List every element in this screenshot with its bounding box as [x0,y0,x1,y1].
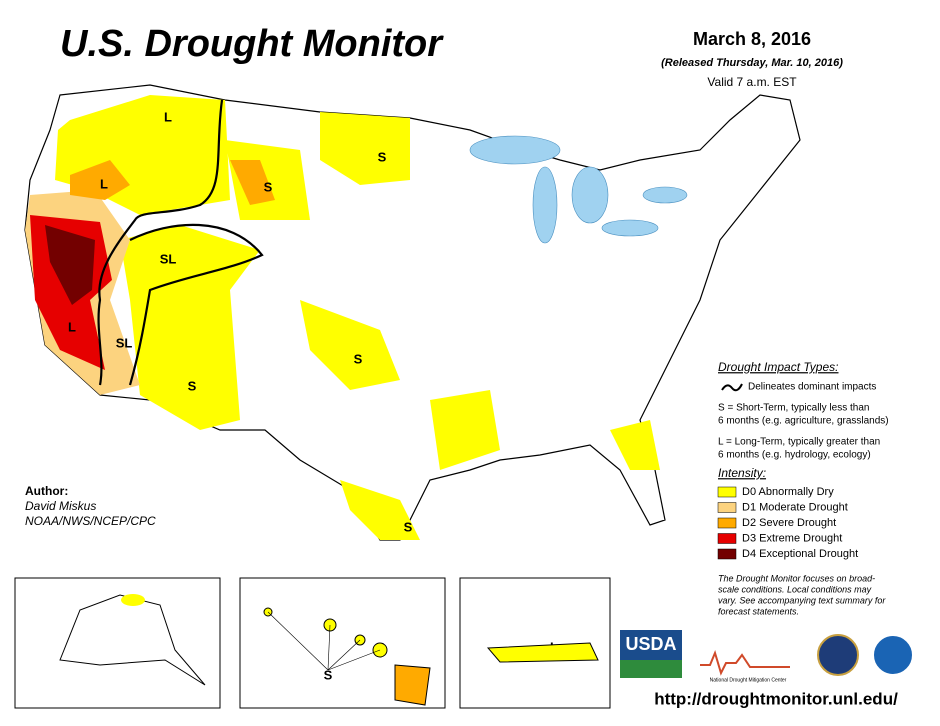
intensity-swatch [717,517,737,529]
intensity-swatch [717,533,737,544]
author-org: NOAA/NWS/NCEP/CPC [25,514,156,528]
date: March 8, 2016 [693,29,811,49]
valid: Valid 7 a.m. EST [707,75,797,89]
d2-wyoming [230,160,275,205]
url: http://droughtmonitor.unl.edu/ [654,689,898,708]
short-term-2: 6 months (e.g. agriculture, grasslands) [718,416,889,427]
map-label: S [404,519,413,534]
map-label: L [68,319,76,334]
lake-erie [601,219,659,237]
intensity-label: D3 Extreme Drought [742,532,842,544]
intensity-label: D1 Moderate Drought [742,501,848,513]
note-line: The Drought Monitor focuses on broad- [718,573,875,583]
long-term-1: L = Long-Term, typically greater than [718,437,880,448]
d0-texas [340,480,420,540]
intensity-swatch [717,502,737,513]
d0-georgia [610,420,660,470]
note-line: vary. See accompanying text summary for [718,595,886,605]
puerto-rico-box [459,577,611,709]
lake-huron [571,166,609,224]
usda-logo-band [620,660,682,678]
noaa-logo [872,634,914,676]
impact-title: Drought Impact Types: [718,360,839,374]
lakes [469,135,688,244]
intensity-legend: Intensity: D0 Abnormally Dry D1 Moderate … [717,466,858,560]
ndmc-logo [700,650,790,676]
impact-legend: Drought Impact Types: Delineates dominan… [718,360,889,460]
map-label: SL [160,251,177,266]
impact-line-icon [721,383,743,392]
lake-ontario [642,186,688,204]
intensity-label: D4 Exceptional Drought [742,548,858,560]
impact-line-text: Delineates dominant impacts [748,382,876,393]
short-term-1: S = Short-Term, typically less than [718,403,869,414]
map-label: L [164,109,172,124]
map-label: S [188,378,197,393]
long-term-2: 6 months (e.g. hydrology, ecology) [718,450,871,461]
map-label: L [100,176,108,191]
map-label: S [264,179,273,194]
released: (Released Thursday, Mar. 10, 2016) [661,57,843,69]
impact-boundary-utah [128,223,264,386]
d0-northdakota [320,112,410,185]
alaska-shape [59,594,206,686]
note: The Drought Monitor focuses on broad- sc… [718,573,886,616]
d0-kansas-oklahoma [300,300,400,390]
logos: USDA National Drought Mitigation Center [620,630,914,683]
lake-superior [469,135,561,165]
conus-map [24,84,801,541]
d0-nevada-arizona [120,225,260,430]
puerto-rico-shape [486,642,599,663]
map-label: S [324,667,333,682]
ndmc-text: National Drought Mitigation Center [710,677,787,683]
hawaii-islands [263,607,431,706]
intensity-label: D0 Abnormally Dry [742,486,834,498]
hawaii-pointers [267,611,381,671]
author-name: David Miskus [25,499,96,513]
map-label: S [378,149,387,164]
author-label: Author: [25,484,68,498]
alaska-d0 [121,594,145,606]
d4-california [45,225,95,305]
d0-louisiana [430,390,500,470]
title: U.S. Drought Monitor [60,23,444,65]
alaska-box [14,577,221,709]
map-label: SL [116,335,133,350]
insets [14,577,611,709]
doc-seal [817,634,859,676]
note-line: forecast statements. [718,606,799,616]
intensity-swatch [717,548,737,560]
intensity-title: Intensity: [718,466,766,480]
note-line: scale conditions. Local conditions may [718,584,872,594]
intensity-swatch [717,486,737,498]
d2-oregon [70,160,130,200]
usda-text: USDA [625,634,676,654]
lake-michigan [532,166,558,244]
intensity-label: D2 Severe Drought [742,517,836,529]
hawaii-box [239,577,446,709]
impact-boundary-west [97,99,224,386]
map-label: S [354,351,363,366]
